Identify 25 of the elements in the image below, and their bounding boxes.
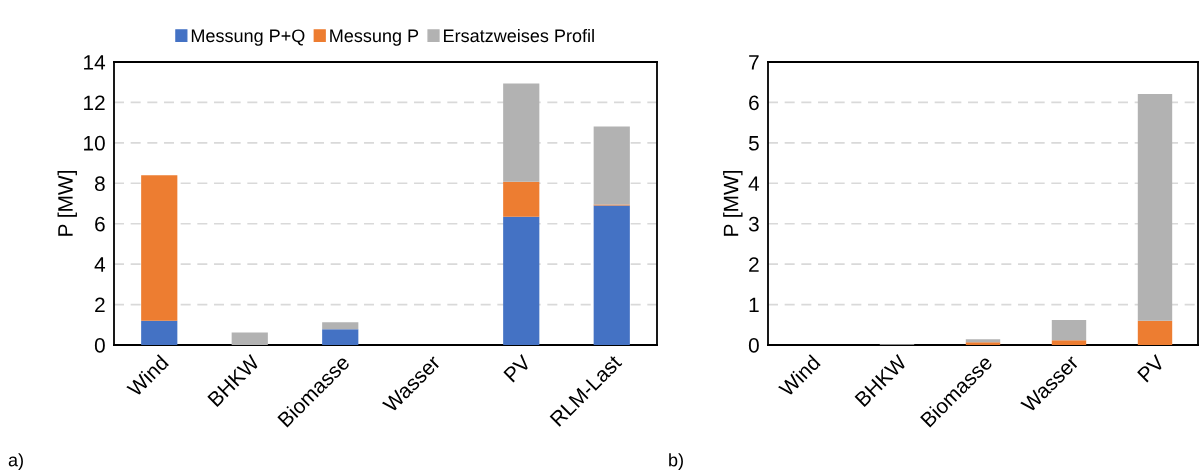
y-tick-label: 5 [748,136,759,151]
legend-label: Messung P [330,29,419,46]
y-tick-label: 10 [84,135,105,151]
y-tick-label: 6 [749,95,759,111]
y-tick-label: 0 [748,338,759,353]
y-tick-label: 1 [749,297,759,313]
y-tick-label: 2 [749,257,759,272]
y-tick-label: 4 [94,257,106,272]
text: b) [669,453,683,470]
y-axis-title: P [MW] [57,171,77,236]
y-tick-label: 7 [749,55,759,70]
x-tick-label: PV [503,353,532,383]
y-tick-label: 14 [84,55,106,70]
y-tick-label: 0 [94,338,105,353]
x-tick-label: PV [1137,353,1166,383]
y-axis-title: P [MW] [723,171,743,236]
text: a) [8,453,23,470]
y-tick-label: 12 [84,95,105,110]
legend-label: Messung P+Q [191,29,305,46]
y-tick-label: 3 [748,216,759,232]
y-tick-label: 4 [748,176,760,191]
y-tick-label: 6 [95,216,105,232]
legend-label: Ersatzweises Profil [444,28,594,43]
y-tick-label: 8 [94,176,105,192]
y-tick-label: 2 [95,297,105,313]
